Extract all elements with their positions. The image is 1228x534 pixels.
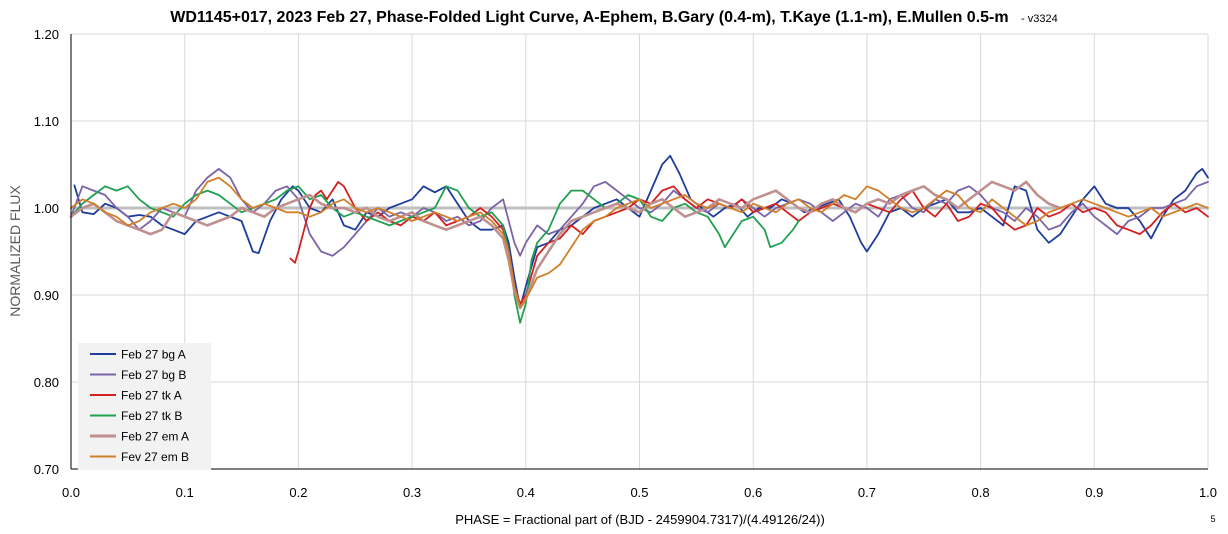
x-tick-label-0: 0.0 [62,485,80,500]
x-tick-label-10: 1.0 [1199,485,1217,500]
x-tick-label-1: 0.1 [176,485,194,500]
grid [70,33,1209,470]
y-tick-label-0: 0.70 [34,462,59,477]
legend-label-0: Feb 27 bg A [121,348,186,362]
y-tick-label-2: 0.90 [34,288,59,303]
series-layer [69,154,1209,324]
y-tick-label-3: 1.00 [34,201,59,216]
series-line-5 [70,176,1209,309]
y-axis-label: NORMALIZED FLUX [7,185,23,317]
legend-label-1: Feb 27 bg B [121,368,186,382]
x-tick-label-9: 0.9 [1085,485,1103,500]
x-tick-labels: 0.0 0.1 0.2 0.3 0.4 0.5 0.6 0.7 0.8 0.9 1.0 [62,485,1217,500]
x-tick-label-3: 0.3 [403,485,421,500]
x-tick-label-2: 0.2 [289,485,307,500]
legend-label-2: Feb 27 tk A [121,389,182,403]
x-axis-label: PHASE = Fractional part of (BJD - 245990… [455,512,825,527]
x-tick-label-4: 0.4 [517,485,535,500]
legend-label-4: Feb 27 em A [121,430,189,444]
legend-box [78,343,211,470]
chart-version: - v3324 [1021,13,1058,25]
x-tick-label-6: 0.6 [744,485,762,500]
x-tick-label-8: 0.8 [972,485,990,500]
y-tick-label-4: 1.10 [34,114,59,129]
x-tick-label-7: 0.7 [858,485,876,500]
series-line-4 [69,180,1062,310]
legend-label-3: Feb 27 tk B [121,409,182,423]
x-tick-label-5: 0.5 [630,485,648,500]
y-tick-label-1: 0.80 [34,375,59,390]
axes [70,34,1208,470]
legend-label-5: Fev 27 em B [121,450,189,464]
legend: Feb 27 bg A Feb 27 bg B Feb 27 tk A Feb 27 … [78,343,211,470]
page-number: 5 [1210,514,1215,524]
series-line-2 [289,181,1209,305]
chart-title: WD1145+017, 2023 Feb 27, Phase-Folded Li… [170,9,1058,26]
y-tick-label-5: 1.20 [34,27,59,42]
y-tick-labels: 0.70 0.80 0.90 1.00 1.10 1.20 [34,27,59,477]
series-line-3 [70,185,800,324]
series-line-0 [73,154,1209,309]
chart-title-main: WD1145+017, 2023 Feb 27, Phase-Folded Li… [170,9,1008,26]
